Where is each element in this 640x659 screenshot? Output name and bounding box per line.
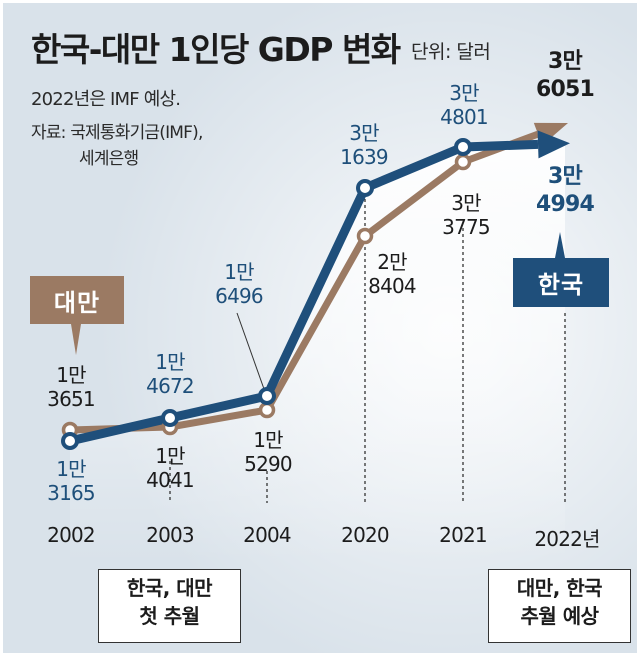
korea-point-2021 [454,138,472,156]
source-line-1: 자료: 국제통화기금(IMF), [31,123,203,143]
chart-frame: 한국-대만 1인당 GDP 변화 단위: 달러 2022년은 IMF 예상. 자… [3,3,637,653]
taiwan-point-2020 [356,227,374,245]
korea-legend-label: 한국 [537,271,585,299]
korea-label-2004: 1만 6496 [215,260,263,308]
x-tick-2004: 2004 [243,523,291,547]
korea-legend-pointer [555,232,565,258]
source-line-2: 세계은행 [79,149,139,169]
korea-point-2003 [161,409,179,427]
x-tick-2003: 2003 [146,523,194,547]
x-tick-2002: 2002 [47,523,95,547]
x-tick-2020: 2020 [341,523,389,547]
korea-forecast-arrowhead [537,130,570,159]
taiwan-label-2003: 1만 4041 [146,444,194,492]
korea-label-2021: 3만 4801 [440,81,488,129]
korea-forecast-shaft [462,139,539,152]
leader-line-2004-korea [236,312,265,390]
callout-first-line1: 한국, 대만 [126,576,213,600]
korea-legend-bg [513,258,609,307]
korea-label-2003: 1만 4672 [146,350,194,398]
korea-point-2004 [258,387,276,405]
taiwan-label-2022: 3만 6051 [535,49,595,102]
taiwan-legend-box [30,276,124,355]
korea-legend-box [513,232,609,307]
korea-label-2020: 3만 1639 [340,121,388,169]
x-tick-2021: 2021 [439,523,487,547]
korea-label-2022: 3만 4994 [535,164,595,217]
korea-point-2002 [61,432,79,450]
callout-first-overtake: 한국, 대만 첫 추월 [98,569,241,643]
korea-label-2002: 1만 3165 [47,457,95,505]
x-tick-2022: 2022년 [534,527,600,551]
taiwan-legend-bg [30,276,124,324]
taiwan-point-2021 [454,153,472,171]
taiwan-label-2002: 1만 3651 [47,363,95,411]
taiwan-point-2004 [258,401,276,419]
callout-forecast-line1: 대만, 한국 [516,576,603,600]
taiwan-label-2020: 2만 8404 [368,250,416,298]
callout-first-line2: 첫 추월 [139,604,200,628]
under-line-fill [70,143,565,563]
taiwan-label-2004: 1만 5290 [244,428,292,476]
forecast-note: 2022년은 IMF 예상. [31,89,181,110]
callout-forecast-line2: 추월 예상 [520,604,599,628]
chart-title: 한국-대만 1인당 GDP 변화 [31,30,401,69]
source-note: 자료: 국제통화기금(IMF), 세계은행 [31,120,203,172]
korea-point-2020 [356,179,374,197]
taiwan-legend-label: 대만 [53,289,101,317]
callout-forecast-overtake: 대만, 한국 추월 예상 [488,569,631,643]
taiwan-legend-pointer [71,324,81,355]
unit-label: 단위: 달러 [411,41,491,63]
taiwan-label-2021: 3만 3775 [442,191,490,239]
chart-canvas [3,3,637,653]
